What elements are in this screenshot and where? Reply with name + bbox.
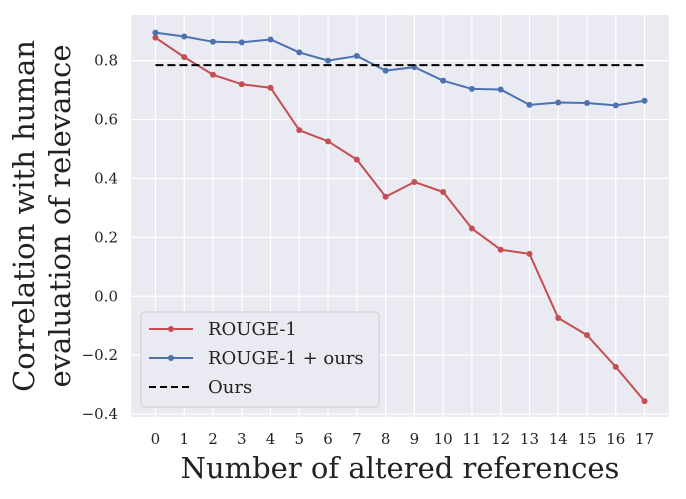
x-tick-label: 14 bbox=[549, 430, 568, 448]
x-tick-label: 16 bbox=[606, 430, 625, 448]
data-point-rouge-1-ours bbox=[238, 39, 245, 46]
data-point-rouge-1 bbox=[353, 156, 360, 163]
x-tick-labels: 0 1 2 3 4 5 6 7 8 9 10 11 12 13 14 15 16 17 bbox=[151, 430, 654, 448]
data-point-rouge-1 bbox=[468, 225, 475, 232]
legend-label-rouge1-ours: ROUGE-1 + ours bbox=[208, 348, 364, 369]
data-point-rouge-1 bbox=[296, 127, 303, 134]
x-tick-label: 9 bbox=[410, 430, 420, 448]
data-point-rouge-1 bbox=[209, 71, 216, 78]
y-axis-title-line-2: evaluation of relevance bbox=[43, 45, 77, 388]
x-tick-label: 10 bbox=[434, 430, 453, 448]
y-axis-title-line-1: Correlation with human bbox=[7, 40, 41, 392]
data-point-rouge-1 bbox=[584, 332, 591, 339]
data-point-rouge-1 bbox=[238, 81, 245, 88]
x-tick-label: 11 bbox=[462, 430, 481, 448]
data-point-rouge-1-ours bbox=[555, 99, 562, 106]
series-rouge-1-ours bbox=[152, 29, 648, 109]
series-group bbox=[152, 29, 648, 405]
legend-label-ours: Ours bbox=[208, 377, 252, 398]
data-point-rouge-1 bbox=[411, 178, 418, 185]
data-point-rouge-1-ours bbox=[181, 33, 188, 40]
data-point-rouge-1 bbox=[440, 188, 447, 195]
x-tick-label: 12 bbox=[491, 430, 510, 448]
y-tick-label: −0.2 bbox=[82, 346, 118, 364]
legend-frame bbox=[140, 311, 380, 408]
x-tick-label: 1 bbox=[179, 430, 189, 448]
data-point-rouge-1 bbox=[152, 34, 159, 41]
series-rouge-1 bbox=[152, 34, 648, 405]
y-tick-label: 0.2 bbox=[94, 228, 118, 246]
x-tick-label: 3 bbox=[237, 430, 247, 448]
legend: ROUGE-1 ROUGE-1 + ours Ours bbox=[140, 311, 380, 408]
y-tick-label: −0.4 bbox=[82, 405, 118, 423]
y-tick-label: 0.4 bbox=[94, 169, 118, 187]
x-tick-label: 4 bbox=[266, 430, 276, 448]
x-tick-label: 5 bbox=[295, 430, 305, 448]
legend-label-rouge1: ROUGE-1 bbox=[208, 319, 297, 340]
data-point-rouge-1 bbox=[382, 193, 389, 200]
data-point-rouge-1 bbox=[325, 138, 332, 145]
data-point-rouge-1 bbox=[555, 315, 562, 322]
x-tick-label: 13 bbox=[520, 430, 539, 448]
data-point-rouge-1-ours bbox=[641, 97, 648, 104]
x-tick-label: 15 bbox=[577, 430, 596, 448]
data-point-rouge-1-ours bbox=[209, 38, 216, 45]
y-tick-label: 0.6 bbox=[94, 111, 118, 129]
data-point-rouge-1-ours bbox=[152, 29, 159, 36]
data-point-rouge-1-ours bbox=[267, 36, 274, 43]
data-point-rouge-1-ours bbox=[612, 102, 619, 109]
legend-marker-rouge1-ours bbox=[168, 355, 174, 361]
data-point-rouge-1 bbox=[526, 250, 533, 257]
series-line-rouge-1-ours bbox=[155, 31, 645, 107]
data-point-rouge-1-ours bbox=[584, 100, 591, 107]
y-tick-labels: −0.4 −0.2 0.0 0.2 0.4 0.6 0.8 bbox=[82, 52, 118, 423]
data-point-rouge-1-ours bbox=[526, 101, 533, 108]
data-point-rouge-1 bbox=[267, 84, 274, 91]
data-point-rouge-1 bbox=[641, 398, 648, 405]
data-point-rouge-1 bbox=[497, 246, 504, 253]
data-point-rouge-1-ours bbox=[296, 49, 303, 56]
data-point-rouge-1 bbox=[612, 363, 619, 370]
data-point-rouge-1 bbox=[181, 54, 188, 61]
gridlines bbox=[131, 15, 669, 417]
y-tick-label: 0.0 bbox=[94, 287, 118, 305]
x-tick-label: 6 bbox=[323, 430, 333, 448]
x-tick-label: 2 bbox=[208, 430, 218, 448]
data-point-rouge-1-ours bbox=[497, 86, 504, 93]
data-point-rouge-1-ours bbox=[468, 85, 475, 92]
series-line-rouge-1 bbox=[154, 36, 646, 402]
data-point-rouge-1-ours bbox=[353, 52, 360, 59]
data-point-rouge-1-ours bbox=[382, 67, 389, 74]
data-point-rouge-1-ours bbox=[440, 77, 447, 84]
data-point-rouge-1-ours bbox=[325, 57, 332, 64]
x-tick-label: 17 bbox=[635, 430, 654, 448]
x-tick-label: 8 bbox=[381, 430, 391, 448]
x-axis-title: Number of altered references bbox=[181, 451, 620, 485]
y-tick-label: 0.8 bbox=[94, 52, 118, 70]
x-tick-label: 0 bbox=[151, 430, 161, 448]
legend-marker-rouge1 bbox=[168, 326, 174, 332]
x-tick-label: 7 bbox=[352, 430, 362, 448]
